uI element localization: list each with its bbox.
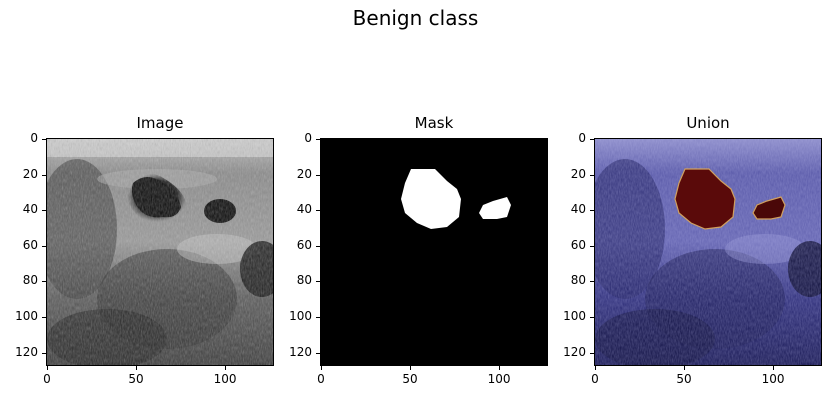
xtick-label: 50	[676, 372, 692, 386]
ultrasound-image	[46, 138, 274, 366]
panel-title-union: Union	[686, 114, 730, 132]
xtick-label: 50	[128, 372, 144, 386]
ytick-label: 20	[22, 166, 38, 181]
panel-title-image: Image	[136, 114, 184, 132]
ytick-mark	[316, 281, 320, 283]
ytick-label: 40	[22, 202, 38, 217]
ytick-label: 60	[570, 237, 586, 252]
xtick-mark	[320, 366, 322, 370]
ytick-label: 0	[578, 130, 586, 145]
ytick-mark	[590, 281, 594, 283]
union-lesion-large	[674, 168, 736, 230]
xtick-mark	[409, 366, 411, 370]
xtick-label: 0	[317, 372, 325, 386]
ytick-mark	[590, 138, 594, 140]
ytick-label: 40	[570, 202, 586, 217]
ytick-mark	[590, 317, 594, 319]
ytick-label: 40	[296, 202, 312, 217]
ytick-mark	[316, 245, 320, 247]
ytick-mark	[590, 210, 594, 212]
xtick-mark	[499, 366, 501, 370]
ytick-mark	[42, 281, 46, 283]
ytick-label: 100	[289, 309, 312, 324]
mask-lesion-small	[479, 197, 511, 219]
xtick-label: 100	[761, 372, 785, 386]
xtick-label: 0	[591, 372, 599, 386]
xtick-label: 100	[213, 372, 237, 386]
union-overlay	[594, 138, 822, 366]
segmentation-mask	[320, 138, 548, 366]
xtick-mark	[683, 366, 685, 370]
xtick-mark	[135, 366, 137, 370]
ytick-label: 60	[296, 237, 312, 252]
xtick-label: 100	[487, 372, 511, 386]
ytick-mark	[42, 317, 46, 319]
ytick-mark	[42, 352, 46, 354]
ytick-label: 20	[296, 166, 312, 181]
ytick-mark	[42, 245, 46, 247]
ytick-label: 120	[289, 344, 312, 359]
ytick-mark	[316, 352, 320, 354]
ytick-mark	[42, 138, 46, 140]
xtick-mark	[225, 366, 227, 370]
xtick-label: 50	[402, 372, 418, 386]
ytick-label: 0	[304, 130, 312, 145]
xtick-mark	[46, 366, 48, 370]
xtick-mark	[594, 366, 596, 370]
mask-lesion-large	[401, 169, 461, 229]
ytick-mark	[42, 210, 46, 212]
ytick-label: 80	[570, 273, 586, 288]
union-lesion-small	[752, 196, 786, 220]
ytick-mark	[316, 174, 320, 176]
ytick-mark	[316, 317, 320, 319]
ytick-label: 120	[15, 344, 38, 359]
ytick-label: 100	[563, 309, 586, 324]
figure-title: Benign class	[352, 6, 479, 30]
ytick-mark	[316, 210, 320, 212]
ytick-label: 80	[296, 273, 312, 288]
ytick-label: 20	[570, 166, 586, 181]
ytick-label: 0	[30, 130, 38, 145]
panel-title-mask: Mask	[414, 114, 454, 132]
ytick-mark	[590, 352, 594, 354]
ytick-label: 100	[15, 309, 38, 324]
xtick-mark	[773, 366, 775, 370]
ytick-mark	[590, 174, 594, 176]
ytick-label: 60	[22, 237, 38, 252]
ytick-mark	[590, 245, 594, 247]
ytick-mark	[42, 174, 46, 176]
ytick-mark	[316, 138, 320, 140]
ytick-label: 120	[563, 344, 586, 359]
xtick-label: 0	[43, 372, 51, 386]
ytick-label: 80	[22, 273, 38, 288]
